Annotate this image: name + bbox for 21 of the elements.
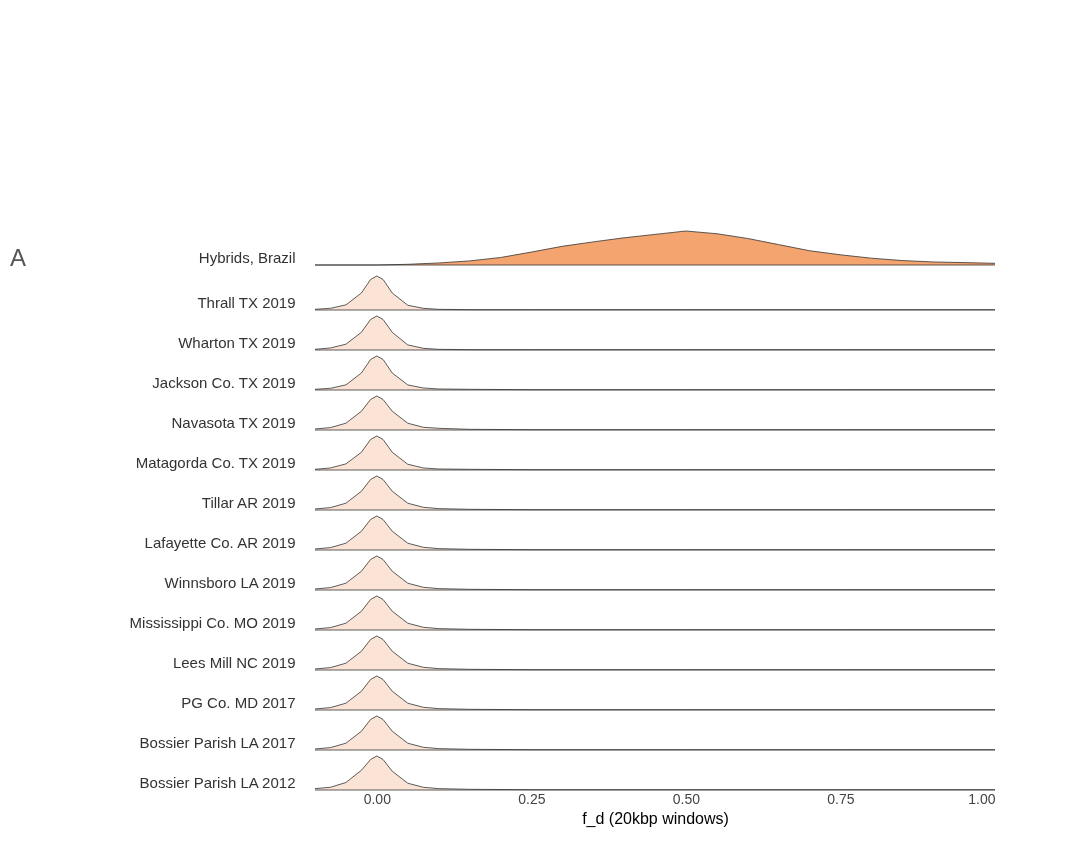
y-axis-title: Bossier Parish LA 2017	[139, 733, 296, 751]
x-axis-title: f_d (20kbp windows)	[582, 809, 729, 828]
y-axis-title: Mississippi Co. MO 2019	[129, 613, 296, 631]
x-tick-label: 0.00	[363, 790, 392, 807]
x-tick-label: 0.25	[518, 790, 546, 807]
y-axis-title: Hybrids, Brazil	[198, 248, 296, 266]
y-axis-title: Wharton TX 2019	[178, 333, 296, 351]
y-axis-title: Lafayette Co. AR 2019	[144, 533, 296, 551]
y-axis-title: Lees Mill NC 2019	[172, 653, 296, 671]
y-axis-title: PG Co. MD 2017	[181, 693, 296, 711]
y-axis-title: Thrall TX 2019	[197, 293, 296, 311]
y-axis-title: Tillar AR 2019	[201, 493, 296, 511]
x-tick-label: 0.50	[672, 790, 701, 807]
y-axis-title: Jackson Co. TX 2019	[152, 373, 296, 391]
y-axis-title: Bossier Parish LA 2012	[139, 773, 296, 791]
y-axis-title: Navasota TX 2019	[171, 413, 296, 431]
text: A	[10, 244, 27, 271]
x-tick-label: 1.00	[968, 790, 996, 807]
y-axis-title: Winnsboro LA 2019	[164, 573, 296, 591]
y-axis-title: Matagorda Co. TX 2019	[135, 453, 296, 471]
x-tick-label: 0.75	[827, 790, 855, 807]
